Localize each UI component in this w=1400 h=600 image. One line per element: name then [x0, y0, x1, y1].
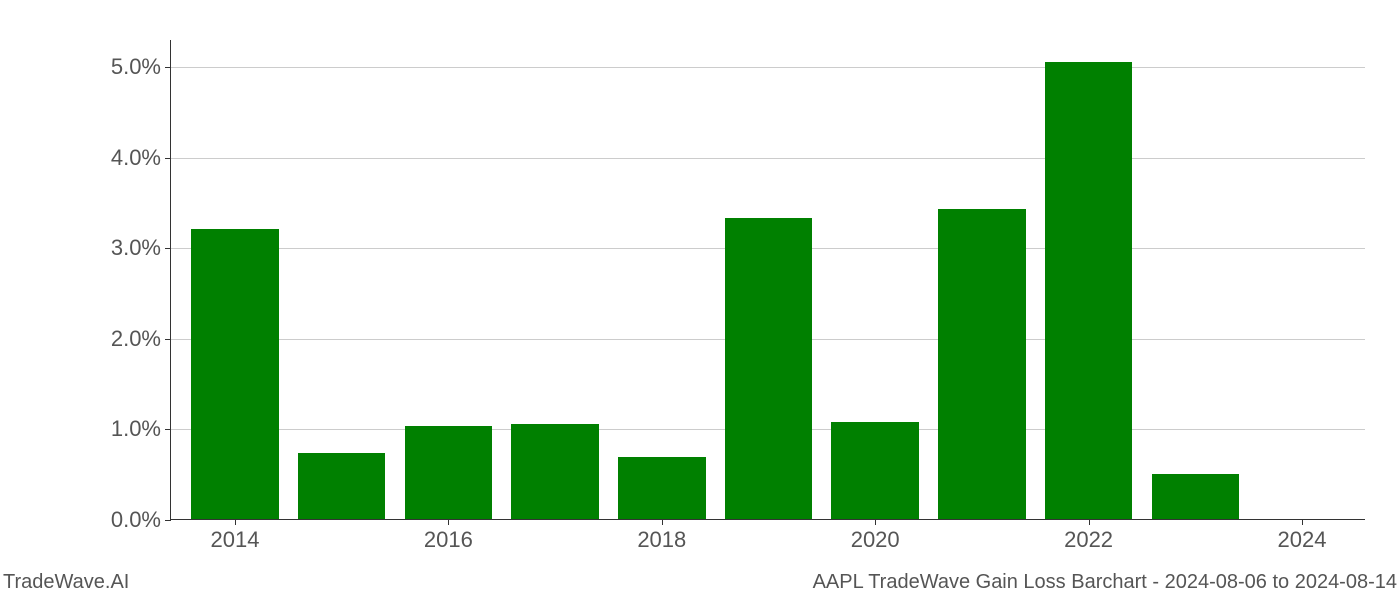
y-gridline: [171, 67, 1365, 68]
y-tick-label: 2.0%: [111, 326, 171, 352]
bar: [511, 424, 598, 519]
bar: [938, 209, 1025, 519]
x-tick-label: 2016: [424, 519, 473, 553]
caption-right: AAPL TradeWave Gain Loss Barchart - 2024…: [813, 571, 1397, 594]
bar: [725, 218, 812, 519]
bar: [405, 426, 492, 519]
y-tick-label: 0.0%: [111, 507, 171, 533]
bar: [191, 229, 278, 519]
plot-area: 0.0%1.0%2.0%3.0%4.0%5.0%2014201620182020…: [170, 40, 1365, 520]
x-tick-label: 2022: [1064, 519, 1113, 553]
x-tick-label: 2018: [637, 519, 686, 553]
y-tick-label: 1.0%: [111, 416, 171, 442]
watermark-left: TradeWave.AI: [3, 571, 129, 594]
y-tick-label: 5.0%: [111, 54, 171, 80]
x-tick-label: 2024: [1277, 519, 1326, 553]
y-tick-label: 3.0%: [111, 235, 171, 261]
y-gridline: [171, 158, 1365, 159]
x-tick-label: 2020: [851, 519, 900, 553]
chart-figure: 0.0% 1.0% 2.0% 3.0% 4.0% 5.0% 2014 2016 2018 2020…: [0, 0, 1400, 600]
bar: [831, 422, 918, 519]
x-tick-label: 2014: [211, 519, 260, 553]
bar: [1152, 474, 1239, 519]
bar: [1045, 62, 1132, 519]
bar: [618, 457, 705, 519]
y-tick-label: 4.0%: [111, 145, 171, 171]
bar: [298, 453, 385, 519]
